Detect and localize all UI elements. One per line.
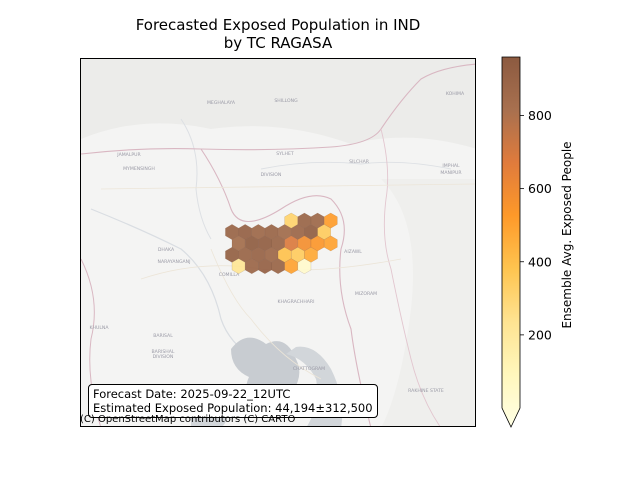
map-place-label: KOHIMA — [446, 91, 465, 97]
road — [210, 248, 322, 380]
map-place-label: MIZORAM — [355, 291, 377, 297]
river — [260, 161, 452, 170]
chart-title: Forecasted Exposed Population in IND by … — [80, 16, 476, 52]
exposed-population-text: Estimated Exposed Population: 44,194±312… — [93, 401, 373, 415]
map-place-label: KHAGRACHHARI — [278, 299, 315, 305]
road — [100, 183, 475, 190]
map-place-label: SILCHAR — [349, 159, 370, 165]
map-place-label: JAMALPUR — [116, 152, 141, 158]
map-place-label: BARISAL — [153, 333, 173, 339]
border-line — [81, 63, 475, 155]
map-label-layer: MEGHALAYA SHILLONG KOHIMA SYLHET DIVISION SIL… — [90, 91, 465, 394]
map-place-label: MYMENSINGH — [123, 166, 155, 172]
map-attribution: (C) OpenStreetMap contributors (C) CARTO — [80, 414, 296, 425]
map-place-label: SHILLONG — [274, 98, 298, 104]
hexbin-layer — [225, 212, 338, 275]
river — [180, 118, 212, 240]
terrain-shading — [81, 59, 475, 149]
map-place-label: NARAYANGANJ — [158, 259, 191, 265]
map-panel[interactable]: MEGHALAYA SHILLONG KOHIMA SYLHET DIVISION SIL… — [80, 58, 476, 427]
colorbar-ticks: 200 400 600 800 — [520, 108, 552, 342]
map-place-label: DHAKA — [158, 247, 175, 253]
title-line-2: by TC RAGASA — [223, 34, 333, 52]
map-place-label: DIVISION — [153, 354, 174, 360]
map-place-label: BARISHAL — [152, 349, 175, 355]
border-line — [200, 148, 372, 426]
colorbar-tick-label: 800 — [528, 108, 552, 123]
colorbar-tick-label: 600 — [528, 181, 552, 196]
colorbar-scale — [501, 56, 521, 428]
map-place-label: IMPHAL — [442, 163, 460, 169]
map-place-label: KHULNA — [90, 325, 110, 331]
map-place-label: SYLHET — [276, 151, 294, 157]
basemap: MEGHALAYA SHILLONG KOHIMA SYLHET DIVISION SIL… — [81, 59, 475, 426]
colorbar: 200 400 600 800 — [501, 56, 552, 428]
title-line-1: Forecasted Exposed Population in IND — [135, 16, 421, 34]
colorbar-tick-label: 200 — [528, 327, 552, 342]
exposure-hex-cell — [297, 258, 312, 275]
map-place-label: RAKHINE STATE — [408, 388, 444, 394]
terrain-shading — [381, 179, 475, 426]
map-place-label: COMILLA — [219, 272, 240, 278]
colorbar-tick-label: 400 — [528, 254, 552, 269]
forecast-date-text: Forecast Date: 2025-09-22_12UTC — [93, 387, 291, 401]
map-place-label: CHATTOGRAM — [293, 366, 325, 372]
border-line — [380, 128, 441, 426]
map-place-label: AIZAWL — [344, 249, 362, 255]
forecast-info-box: Forecast Date: 2025-09-22_12UTC Estimate… — [88, 384, 378, 418]
map-place-label: MANIPUR — [440, 170, 462, 176]
exposure-hex-cell — [317, 224, 331, 240]
colorbar-label: Ensemble Avg. Exposed People — [560, 141, 574, 329]
map-place-label: DIVISION — [261, 172, 282, 178]
map-place-label: MEGHALAYA — [207, 100, 236, 106]
